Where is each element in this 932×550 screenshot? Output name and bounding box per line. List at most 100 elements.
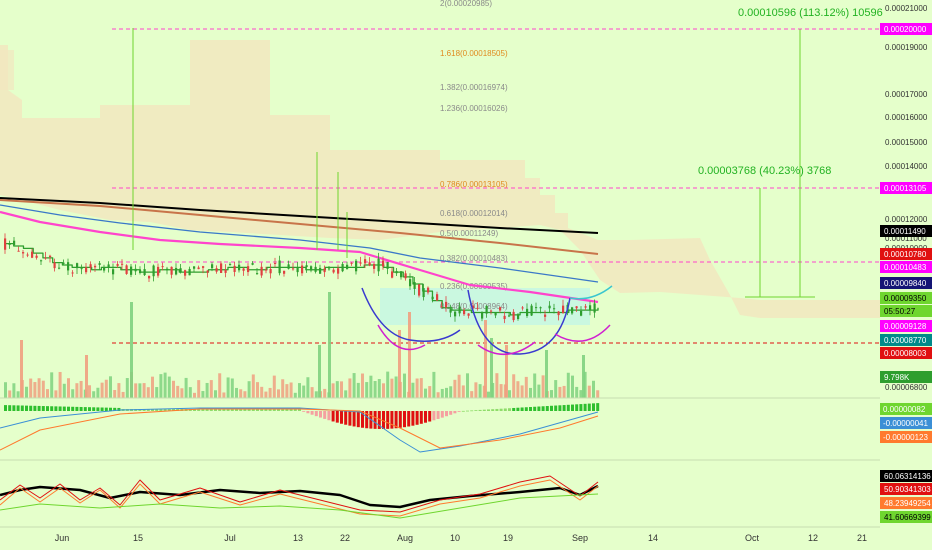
volume-bar: [545, 350, 548, 398]
candle-body: [526, 308, 529, 316]
candle-body: [301, 265, 304, 274]
price-label-box: [880, 225, 932, 237]
macd-histogram-bar: [310, 411, 314, 415]
macd-histogram-bar: [277, 409, 280, 411]
volume-bar: [512, 374, 516, 398]
macd-histogram-bar: [50, 406, 54, 411]
volume-bar: [596, 390, 600, 398]
candle-body: [179, 268, 182, 272]
ichimoku-cloud: [0, 40, 880, 318]
macd-histogram-bar: [323, 411, 327, 419]
candle-body: [188, 268, 191, 276]
macd-histogram-bar: [373, 411, 377, 429]
candle-body: [589, 305, 592, 311]
volume-bar: [520, 385, 524, 398]
fib-level-label: 2(0.00020985): [440, 0, 492, 8]
macd-histogram-bar: [289, 409, 293, 411]
macd-histogram-bar: [436, 411, 440, 419]
price-label-box: [880, 320, 932, 332]
volume-bar: [466, 373, 469, 398]
candle-body: [121, 263, 124, 265]
macd-label-box: [880, 403, 932, 415]
candle-body: [287, 264, 290, 269]
macd-histogram-bar: [264, 409, 268, 411]
volume-bar: [117, 383, 121, 398]
candle-body: [553, 308, 556, 310]
macd-histogram-bar: [247, 409, 251, 411]
macd-histogram-bar: [470, 410, 474, 412]
candle-body: [13, 240, 16, 246]
macd-histogram-bar: [163, 409, 167, 411]
price-label-text: 0.00010780: [884, 250, 927, 259]
macd-histogram-bar: [109, 407, 112, 411]
x-axis-tick-label: Jun: [55, 533, 70, 543]
x-axis-tick-label: Oct: [745, 533, 760, 543]
candle-body: [593, 303, 596, 313]
candle-body: [251, 263, 254, 265]
macd-histogram-bar: [256, 409, 259, 411]
macd-histogram-bar: [529, 407, 532, 411]
price-label-box: [880, 334, 932, 346]
candle-body: [472, 305, 475, 309]
volume-bar: [428, 386, 432, 398]
stoch-label-box: [880, 483, 932, 495]
volume-bar: [352, 373, 356, 398]
macd-histogram-bar: [587, 403, 591, 411]
macd-histogram-bar: [579, 404, 583, 411]
volume-bar: [100, 382, 104, 398]
volume-bar: [470, 391, 474, 398]
volume-bar: [277, 389, 280, 398]
macd-histogram-bar: [524, 407, 528, 411]
candle-body: [76, 263, 79, 269]
volume-bar: [109, 376, 112, 398]
candle-body: [422, 288, 425, 298]
ma-line: [0, 210, 599, 304]
x-axis-tick-label: 10: [450, 533, 460, 543]
candle-body: [116, 264, 119, 266]
price-label-box: [880, 347, 932, 359]
candle-body: [211, 264, 214, 269]
volume-bar: [235, 387, 238, 398]
candle-body: [436, 294, 439, 301]
volume-bar: [583, 371, 587, 398]
volume-bar: [155, 387, 159, 398]
volume-bar: [550, 390, 553, 398]
price-label-text: 0.00013105: [884, 184, 927, 193]
macd-histogram-bar: [83, 407, 87, 411]
macd-histogram-bar: [222, 409, 226, 411]
candle-body: [445, 301, 448, 308]
candle-body: [391, 271, 394, 278]
candle-body: [418, 284, 421, 296]
candle-body: [157, 266, 160, 276]
volume-bar: [113, 390, 117, 398]
macd-histogram-bar: [596, 403, 600, 411]
volume-bar: [415, 378, 419, 398]
volume-bar: [508, 390, 511, 398]
volume-bar: [369, 375, 373, 398]
measure-annotation: 0.00010596 (113.12%) 10596: [738, 7, 883, 19]
volume-bar: [432, 371, 436, 398]
macd-histogram-bar: [382, 411, 385, 429]
y-axis-tick-label: 0.00019000: [885, 43, 928, 52]
candle-body: [544, 314, 547, 317]
volume-bar: [449, 386, 453, 398]
macd-label-box: [880, 417, 932, 429]
price-label-text: 0.00009350: [884, 294, 927, 303]
macd-histogram-bar: [571, 404, 574, 411]
macd-histogram-bar: [592, 403, 595, 411]
candle-body: [260, 266, 263, 276]
candle-body: [224, 269, 227, 273]
volume-bar: [361, 373, 364, 398]
macd-histogram-bar: [113, 407, 117, 411]
candle-body: [364, 259, 367, 264]
volume-bar: [440, 388, 444, 398]
x-axis-tick-label: 22: [340, 533, 350, 543]
volume-bar: [239, 389, 243, 398]
volume-bar: [146, 387, 150, 398]
price-label-box: [880, 292, 932, 304]
macd-histogram-bar: [260, 409, 264, 411]
volume-bar: [524, 376, 528, 398]
volume-bar: [424, 388, 427, 398]
candle-body: [584, 306, 587, 308]
